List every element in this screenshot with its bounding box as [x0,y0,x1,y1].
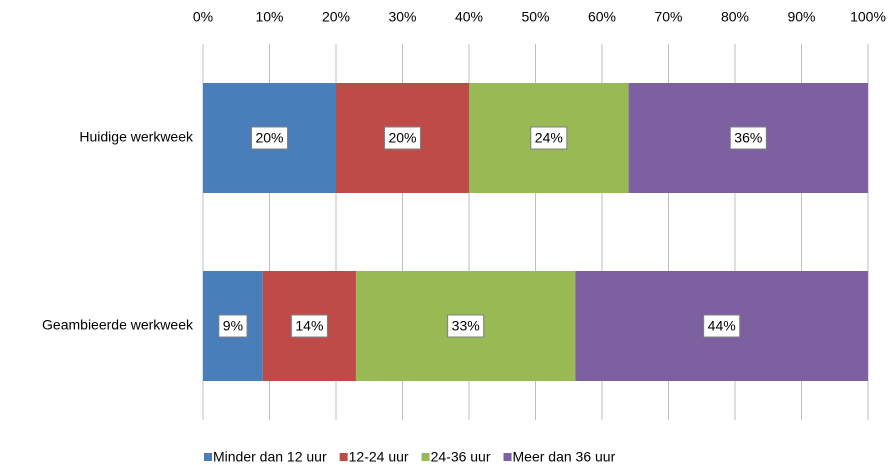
legend-label: 12-24 uur [349,449,409,465]
x-tick-label: 60% [588,9,616,25]
data-label: 44% [708,318,736,334]
legend-swatch [503,453,512,461]
data-label: 36% [734,130,762,146]
data-label-box [447,314,485,338]
data-label-box [290,314,328,338]
x-tick-label: 50% [521,9,549,25]
x-tick-label: 90% [787,9,815,25]
data-label-box [729,126,767,150]
data-label: 9% [223,318,243,334]
x-tick-label: 70% [654,9,682,25]
data-label: 33% [452,318,480,334]
x-tick-label: 100% [850,9,886,25]
legend-label: Minder dan 12 uur [213,449,327,465]
data-label-box [530,126,568,150]
legend-swatch [204,453,212,461]
x-tick-label: 80% [721,9,749,25]
data-label-box [218,314,248,338]
x-tick-label: 0% [193,9,213,25]
data-label: 14% [295,318,323,334]
data-label: 20% [255,130,283,146]
x-tick-label: 30% [388,9,416,25]
data-label: 20% [388,130,416,146]
data-label: 24% [535,130,563,146]
data-label-box [250,126,289,150]
x-tick-label: 20% [322,9,350,25]
data-label-box [703,314,741,338]
data-label-box [383,126,422,150]
x-tick-label: 10% [255,9,283,25]
legend-label: 24-36 uur [431,449,491,465]
legend-swatch [421,453,430,461]
legend-swatch [339,453,348,461]
y-tick-label: Huidige werkweek [79,129,194,145]
legend-label: Meer dan 36 uur [513,449,616,465]
y-tick-label: Geambieerde werkweek [42,317,194,333]
x-tick-label: 40% [455,9,483,25]
